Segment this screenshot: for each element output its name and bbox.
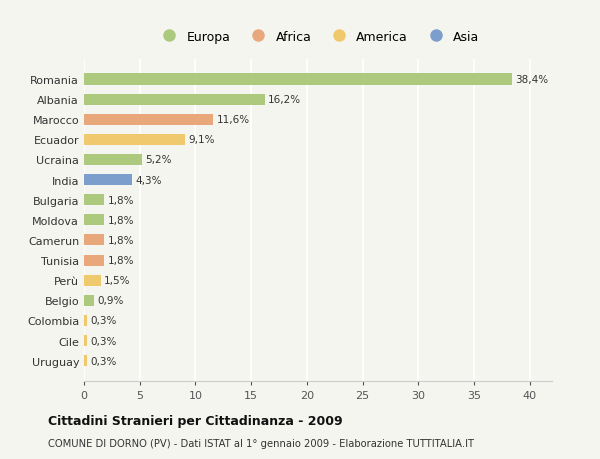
- Legend: Europa, Africa, America, Asia: Europa, Africa, America, Asia: [157, 31, 479, 44]
- Bar: [84, 215, 104, 226]
- Text: 0,3%: 0,3%: [91, 356, 117, 366]
- Text: Cittadini Stranieri per Cittadinanza - 2009: Cittadini Stranieri per Cittadinanza - 2…: [48, 414, 343, 428]
- Bar: [84, 155, 142, 166]
- Bar: [84, 134, 185, 146]
- Bar: [84, 74, 512, 85]
- Text: 1,8%: 1,8%: [107, 235, 134, 246]
- Text: 0,9%: 0,9%: [97, 296, 124, 306]
- Text: COMUNE DI DORNO (PV) - Dati ISTAT al 1° gennaio 2009 - Elaborazione TUTTITALIA.I: COMUNE DI DORNO (PV) - Dati ISTAT al 1° …: [48, 438, 474, 448]
- Text: 16,2%: 16,2%: [268, 95, 301, 105]
- Bar: [84, 295, 94, 306]
- Bar: [84, 95, 265, 106]
- Text: 38,4%: 38,4%: [515, 75, 548, 85]
- Bar: [84, 275, 101, 286]
- Bar: [84, 114, 213, 125]
- Text: 9,1%: 9,1%: [189, 135, 215, 145]
- Text: 1,8%: 1,8%: [107, 215, 134, 225]
- Bar: [84, 195, 104, 206]
- Bar: [84, 235, 104, 246]
- Text: 1,8%: 1,8%: [107, 195, 134, 205]
- Text: 5,2%: 5,2%: [145, 155, 172, 165]
- Text: 0,3%: 0,3%: [91, 316, 117, 326]
- Bar: [84, 174, 132, 186]
- Text: 4,3%: 4,3%: [135, 175, 162, 185]
- Bar: [84, 255, 104, 266]
- Text: 11,6%: 11,6%: [217, 115, 250, 125]
- Bar: [84, 315, 88, 326]
- Text: 1,8%: 1,8%: [107, 256, 134, 265]
- Text: 0,3%: 0,3%: [91, 336, 117, 346]
- Bar: [84, 335, 88, 346]
- Text: 1,5%: 1,5%: [104, 275, 131, 285]
- Bar: [84, 355, 88, 366]
